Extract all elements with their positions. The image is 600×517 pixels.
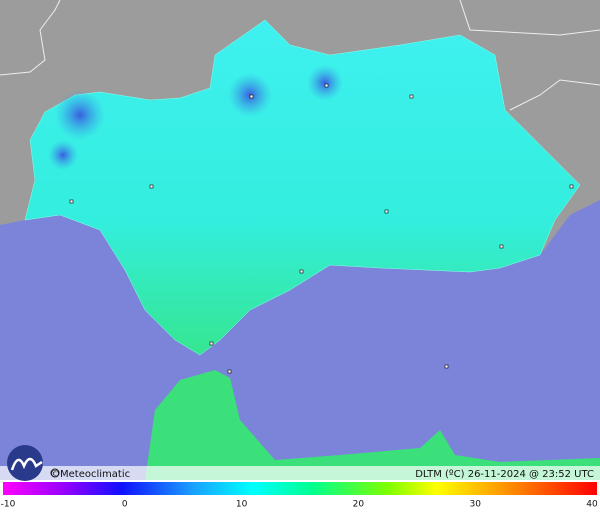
stations (69, 83, 574, 374)
caption: DLTM (ºC) 26-11-2024 @ 23:52 UTC (415, 469, 594, 480)
scale-tick-label: 10 (236, 500, 248, 510)
color-scale (3, 482, 597, 495)
scale-ticks: -10 0 10 20 30 40 (1, 500, 598, 510)
cold-spot (307, 65, 343, 101)
scale-tick-label: -10 (1, 500, 16, 510)
scale-tick-label: 30 (469, 500, 481, 510)
cold-spot (48, 140, 78, 170)
copyright-mark (50, 468, 60, 478)
credit: ©Meteoclimatic (50, 469, 130, 480)
sea (0, 200, 600, 480)
morocco (145, 370, 600, 480)
logo (7, 445, 43, 481)
borders (0, 0, 600, 111)
andalusia (24, 19, 581, 356)
caption-bar (0, 466, 600, 481)
scale-tick-label: 40 (586, 500, 598, 510)
scale-tick-label: 20 (353, 500, 365, 510)
cold-spot (55, 90, 105, 140)
scale-tick-label: 0 (122, 500, 128, 510)
